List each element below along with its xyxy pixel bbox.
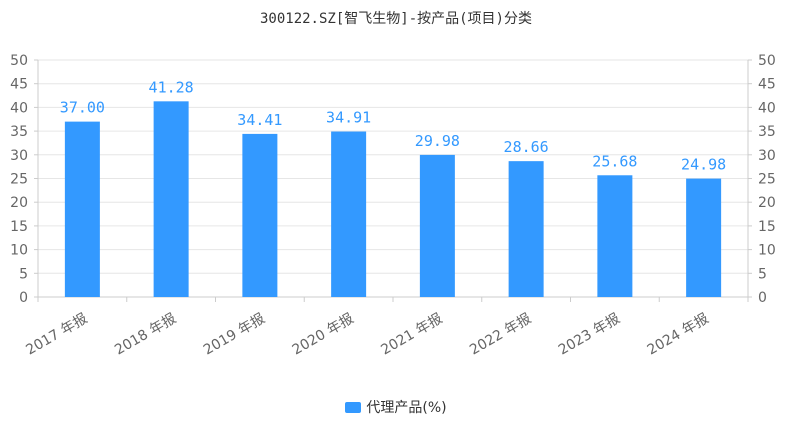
x-tick-label: 2018 年报 — [112, 311, 179, 359]
bar — [597, 175, 633, 297]
y-axis-right-ticks: 0 5 10 15 20 25 30 35 40 45 50 — [758, 53, 776, 306]
bar — [64, 121, 100, 298]
y-tick-label-right: 30 — [758, 148, 776, 164]
y-tick-label-right: 10 — [758, 243, 776, 259]
y-tick-label-left: 5 — [19, 266, 28, 282]
y-tick-label-right: 15 — [758, 219, 776, 235]
legend[interactable]: 代理产品(%) — [0, 397, 792, 417]
y-tick-label-right: 25 — [758, 172, 776, 188]
x-tick-label: 2019 年报 — [201, 311, 268, 359]
y-axis-left-ticks: 0 5 10 15 20 25 30 35 40 45 50 — [10, 53, 28, 306]
chart-title: 300122.SZ[智飞生物]-按产品(项目)分类 — [259, 11, 532, 27]
y-tick-label-right: 5 — [758, 266, 767, 282]
gridlines — [38, 59, 748, 274]
legend-label: 代理产品(%) — [366, 400, 447, 416]
bar — [419, 154, 455, 297]
data-label: 41.28 — [149, 78, 194, 96]
data-label: 25.68 — [592, 152, 637, 170]
y-tick-label-left: 10 — [10, 243, 28, 259]
x-axis-ticks: 2017 年报 2018 年报 2019 年报 2020 年报 2021 年报 2022 … — [23, 311, 711, 359]
x-tick-label: 2021 年报 — [378, 311, 445, 359]
axes — [34, 59, 752, 302]
bar — [686, 178, 722, 297]
y-tick-label-left: 15 — [10, 219, 28, 235]
y-tick-label-left: 40 — [10, 100, 28, 116]
data-label: 34.41 — [237, 111, 282, 129]
x-tick-label: 2017 年报 — [23, 311, 90, 359]
data-label: 24.98 — [681, 156, 726, 174]
y-tick-label-left: 30 — [10, 148, 28, 164]
y-tick-label-right: 0 — [758, 290, 767, 306]
bar — [242, 133, 278, 297]
data-label: 37.00 — [60, 99, 105, 117]
x-tick-label: 2022 年报 — [467, 311, 534, 359]
y-tick-label-left: 50 — [10, 53, 28, 69]
legend-swatch — [345, 402, 362, 413]
bar — [508, 161, 544, 297]
y-tick-label-left: 20 — [10, 195, 28, 211]
data-label: 34.91 — [326, 109, 371, 127]
y-tick-label-right: 50 — [758, 53, 776, 69]
y-tick-label-right: 20 — [758, 195, 776, 211]
data-label: 28.66 — [504, 138, 549, 156]
x-tick-label: 2020 年报 — [290, 311, 357, 359]
bar — [331, 131, 367, 297]
data-labels: 37.00 41.28 34.41 34.91 29.98 28.66 25.68 24.98 — [60, 78, 726, 173]
x-tick-label: 2024 年报 — [645, 311, 712, 359]
bar — [153, 101, 189, 298]
y-tick-label-right: 45 — [758, 77, 776, 93]
y-tick-label-right: 35 — [758, 124, 776, 140]
bars — [64, 101, 722, 298]
y-tick-label-left: 0 — [19, 290, 28, 306]
data-label: 29.98 — [415, 132, 460, 150]
y-tick-label-right: 40 — [758, 100, 776, 116]
y-tick-label-left: 25 — [10, 172, 28, 188]
y-tick-label-left: 35 — [10, 124, 28, 140]
x-tick-label: 2023 年报 — [556, 311, 623, 359]
y-tick-label-left: 45 — [10, 77, 28, 93]
